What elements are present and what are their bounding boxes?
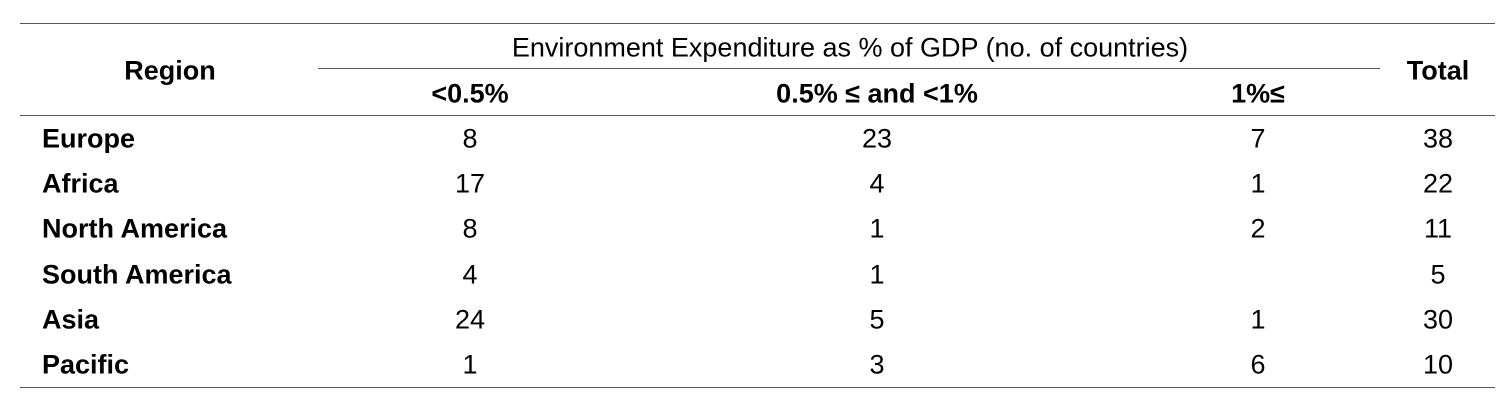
column-header: <0.5% xyxy=(431,78,509,109)
total-cell: 5 xyxy=(1430,259,1446,290)
top-rule xyxy=(20,23,1495,24)
cell: 1 xyxy=(869,259,885,290)
cell: 7 xyxy=(1250,123,1266,154)
cell: 1 xyxy=(1250,168,1266,199)
cell: 8 xyxy=(462,213,478,244)
cell: 2 xyxy=(1250,213,1266,244)
group-header: Environment Expenditure as % of GDP (no.… xyxy=(511,32,1189,63)
total-cell: 10 xyxy=(1422,349,1454,380)
cell: 1 xyxy=(462,349,478,380)
row-label: Africa xyxy=(42,168,119,199)
cell: 24 xyxy=(454,304,486,335)
cell: 4 xyxy=(462,259,478,290)
row-label: Pacific xyxy=(42,349,130,380)
cell: 17 xyxy=(454,168,486,199)
cell: 23 xyxy=(861,123,893,154)
cell: 1 xyxy=(1250,304,1266,335)
region-header: Region xyxy=(124,55,216,86)
cell: 5 xyxy=(869,304,885,335)
total-cell: 11 xyxy=(1423,213,1453,244)
row-label: Asia xyxy=(42,304,100,335)
row-label: Europe xyxy=(42,123,136,154)
total-header: Total xyxy=(1406,55,1470,86)
row-label: North America xyxy=(42,213,228,244)
cell: 1 xyxy=(869,213,885,244)
bottom-rule xyxy=(20,387,1495,388)
cell: 6 xyxy=(1250,349,1266,380)
column-header: 1%≤ xyxy=(1231,78,1285,109)
group-rule xyxy=(318,68,1380,69)
column-header: 0.5% ≤ and <1% xyxy=(776,78,978,109)
cell: 8 xyxy=(462,123,478,154)
row-label: South America xyxy=(42,259,232,290)
total-cell: 38 xyxy=(1422,123,1454,154)
header-rule xyxy=(20,115,1495,116)
cell: 3 xyxy=(869,349,885,380)
total-cell: 22 xyxy=(1422,168,1454,199)
cell: 4 xyxy=(869,168,885,199)
total-cell: 30 xyxy=(1422,304,1454,335)
